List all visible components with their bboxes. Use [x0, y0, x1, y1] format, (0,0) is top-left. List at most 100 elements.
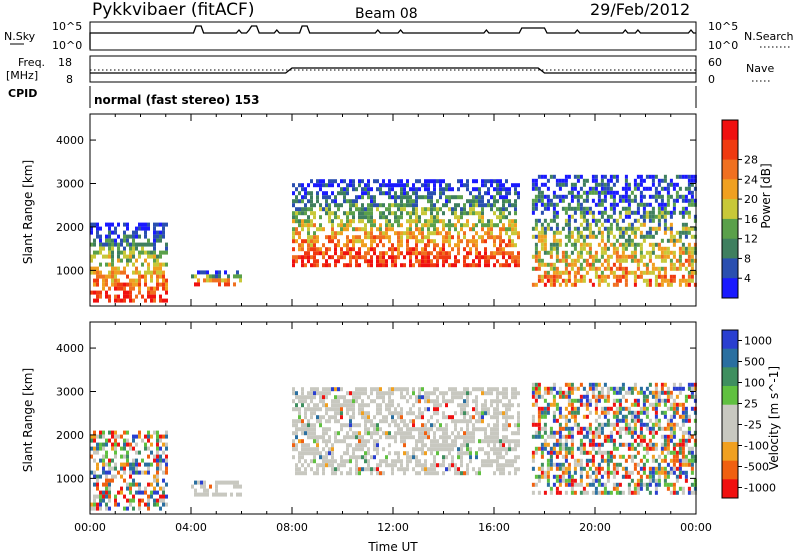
- echo-cell: [442, 255, 445, 260]
- echo-cell: [463, 439, 466, 444]
- echo-cell: [585, 242, 589, 247]
- echo-cell: [334, 243, 337, 248]
- echo-cell: [382, 255, 385, 260]
- echo-cell: [358, 447, 361, 452]
- echo-cell: [594, 382, 598, 387]
- echo-cell: [531, 266, 535, 271]
- echo-cell: [564, 454, 568, 459]
- echo-cell: [588, 246, 592, 251]
- echo-cell: [499, 455, 502, 460]
- echo-cell: [295, 195, 298, 200]
- echo-cell: [663, 426, 667, 431]
- echo-cell: [496, 207, 499, 212]
- echo-cell: [481, 223, 484, 228]
- echo-cell: [633, 418, 637, 423]
- echo-cell: [111, 478, 114, 483]
- echo-cell: [370, 387, 373, 392]
- echo-cell: [582, 466, 586, 471]
- echo-cell: [373, 415, 376, 420]
- echo-cell: [93, 498, 96, 503]
- echo-cell: [693, 486, 697, 491]
- echo-cell: [460, 179, 463, 184]
- echo-cell: [663, 382, 667, 387]
- echo-cell: [418, 231, 421, 236]
- echo-cell: [543, 438, 547, 443]
- echo-cell: [609, 438, 613, 443]
- echo-cell: [382, 447, 385, 452]
- echo-cell: [409, 263, 412, 268]
- echo-cell: [310, 235, 313, 240]
- echo-cell: [651, 182, 655, 187]
- echo-cell: [364, 455, 367, 460]
- echo-cell: [313, 447, 316, 452]
- echo-cell: [472, 407, 475, 412]
- echo-cell: [567, 230, 571, 235]
- echo-cell: [415, 247, 418, 252]
- echo-cell: [448, 251, 451, 256]
- echo-cell: [642, 454, 646, 459]
- echo-cell: [343, 191, 346, 196]
- echo-cell: [400, 251, 403, 256]
- echo-cell: [370, 259, 373, 264]
- echo-cell: [114, 434, 117, 439]
- echo-cell: [496, 435, 499, 440]
- echo-cell: [573, 406, 577, 411]
- echo-cell: [307, 227, 310, 232]
- echo-cell: [681, 274, 685, 279]
- echo-cell: [478, 467, 481, 472]
- echo-cell: [582, 450, 586, 455]
- echo-cell: [99, 458, 102, 463]
- echo-cell: [669, 222, 673, 227]
- echo-cell: [418, 187, 421, 192]
- echo-cell: [588, 242, 592, 247]
- echo-cell: [558, 434, 562, 439]
- echo-cell: [165, 286, 168, 291]
- echo-cell: [687, 258, 691, 263]
- echo-cell: [564, 278, 568, 283]
- echo-cell: [90, 254, 93, 259]
- echo-cell: [475, 179, 478, 184]
- echo-cell: [690, 446, 694, 451]
- echo-cell: [633, 278, 637, 283]
- echo-cell: [331, 403, 334, 408]
- echo-cell: [460, 391, 463, 396]
- echo-cell: [487, 463, 490, 468]
- echo-cell: [579, 242, 583, 247]
- echo-cell: [663, 442, 667, 447]
- echo-cell: [322, 427, 325, 432]
- echo-cell: [436, 211, 439, 216]
- echo-cell: [439, 427, 442, 432]
- echo-cell: [433, 207, 436, 212]
- echo-cell: [537, 466, 541, 471]
- echo-cell: [292, 183, 295, 188]
- echo-cell: [454, 227, 457, 232]
- echo-cell: [445, 199, 448, 204]
- echo-cell: [96, 478, 99, 483]
- echo-cell: [543, 270, 547, 275]
- echo-cell: [415, 227, 418, 232]
- echo-cell: [442, 223, 445, 228]
- echo-cell: [654, 490, 658, 495]
- echo-cell: [358, 211, 361, 216]
- echo-cell: [630, 426, 634, 431]
- echo-cell: [445, 435, 448, 440]
- echo-cell: [99, 442, 102, 447]
- echo-cell: [412, 183, 415, 188]
- echo-cell: [570, 198, 574, 203]
- echo-cell: [442, 395, 445, 400]
- echo-cell: [340, 255, 343, 260]
- echo-cell: [153, 458, 156, 463]
- echo-cell: [457, 391, 460, 396]
- echo-cell: [546, 250, 550, 255]
- echo-cell: [555, 254, 559, 259]
- echo-cell: [621, 414, 625, 419]
- echo-cell: [415, 191, 418, 196]
- echo-cell: [400, 427, 403, 432]
- echo-cell: [639, 426, 643, 431]
- echo-cell: [159, 266, 162, 271]
- echo-cell: [156, 430, 159, 435]
- echo-cell: [648, 474, 652, 479]
- echo-cell: [96, 462, 99, 467]
- echo-cell: [573, 258, 577, 263]
- echo-cell: [206, 274, 209, 279]
